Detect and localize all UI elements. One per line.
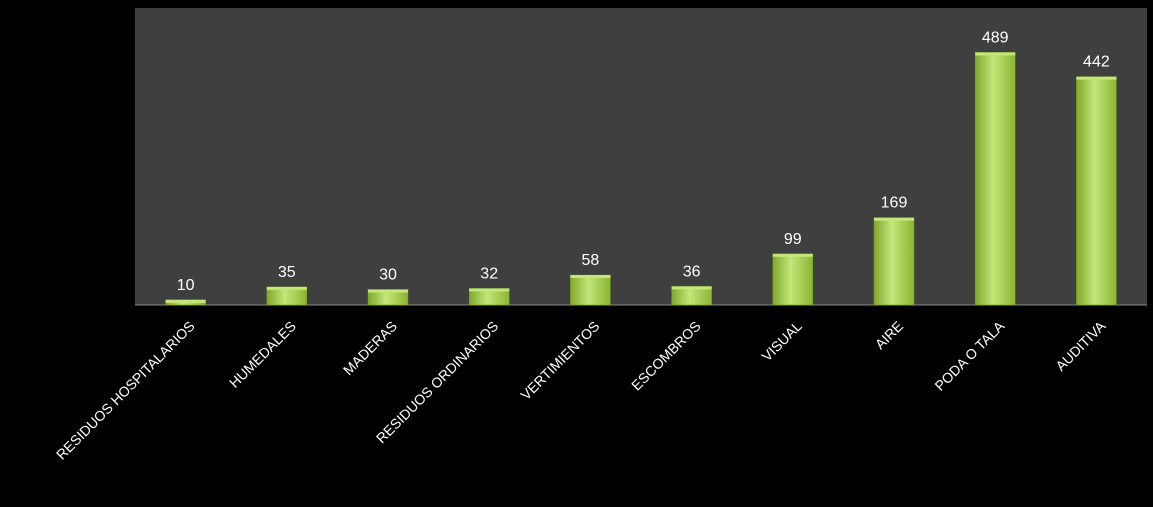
value-label: 36 bbox=[683, 263, 701, 280]
category-label: AUDITIVA bbox=[1052, 317, 1109, 374]
bar-top-highlight bbox=[469, 288, 510, 292]
bar-auditiva bbox=[1076, 76, 1117, 306]
value-label: 489 bbox=[982, 29, 1009, 46]
bar-top-highlight bbox=[1076, 76, 1117, 80]
bars bbox=[165, 52, 1117, 306]
bar-top-highlight bbox=[266, 286, 307, 290]
value-label: 35 bbox=[278, 264, 296, 281]
value-label: 32 bbox=[480, 265, 498, 282]
value-label: 30 bbox=[379, 267, 397, 284]
category-label: RESIDUOS HOSPITALARIOS bbox=[53, 318, 198, 463]
value-label: 169 bbox=[881, 195, 908, 212]
bar-aire bbox=[873, 217, 915, 306]
category-label: VISUAL bbox=[758, 318, 805, 365]
bar-top-highlight bbox=[975, 52, 1016, 56]
bar-top-highlight bbox=[671, 286, 712, 290]
bar-poda-o-tala bbox=[974, 52, 1016, 306]
category-label: MADERAS bbox=[340, 318, 400, 378]
category-label: HUMEDALES bbox=[226, 318, 299, 391]
bar-top-highlight bbox=[570, 275, 611, 279]
value-label: 10 bbox=[177, 277, 195, 294]
value-labels: 10 35 30 32 58 36 99 169 489 442 bbox=[177, 29, 1110, 293]
bar-top-highlight bbox=[874, 217, 914, 221]
bar-top-highlight bbox=[368, 289, 408, 293]
bar-top-highlight bbox=[165, 299, 206, 303]
category-labels: RESIDUOS HOSPITALARIOS HUMEDALES MADERASRE… bbox=[53, 317, 1109, 462]
category-label: VERTIMIENTOS bbox=[517, 318, 602, 403]
category-label: AIRE bbox=[872, 318, 906, 352]
value-label: 442 bbox=[1083, 54, 1110, 71]
value-label: 99 bbox=[784, 231, 802, 248]
bar-visual bbox=[772, 253, 814, 306]
bar-vertimientos bbox=[570, 274, 611, 306]
category-label: PODA O TALA bbox=[931, 317, 1007, 393]
value-label: 58 bbox=[582, 252, 600, 269]
bar-top-highlight bbox=[772, 253, 813, 257]
category-label: ESCOMBROS bbox=[628, 318, 704, 394]
